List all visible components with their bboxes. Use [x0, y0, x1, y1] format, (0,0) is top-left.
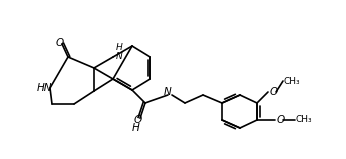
- Text: O: O: [134, 115, 142, 125]
- Text: H
N: H N: [116, 43, 123, 61]
- Text: CH₃: CH₃: [284, 76, 301, 86]
- Text: H: H: [132, 123, 140, 133]
- Text: O: O: [277, 115, 285, 125]
- Text: O: O: [270, 87, 278, 97]
- Text: HN: HN: [36, 83, 52, 93]
- Text: O: O: [56, 38, 64, 48]
- Text: CH₃: CH₃: [296, 115, 313, 124]
- Text: N: N: [164, 87, 172, 97]
